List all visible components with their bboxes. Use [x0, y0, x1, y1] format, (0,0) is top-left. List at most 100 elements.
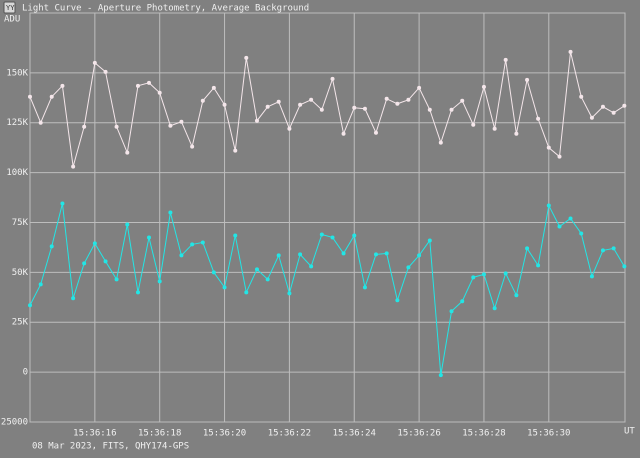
data-point — [179, 119, 184, 124]
data-point — [71, 296, 76, 301]
data-point — [492, 306, 497, 311]
data-point — [82, 261, 87, 266]
data-point — [427, 107, 432, 112]
data-point — [157, 90, 162, 95]
data-point — [125, 222, 130, 227]
data-point — [589, 115, 594, 120]
data-point — [244, 55, 249, 60]
data-point — [330, 235, 335, 240]
data-point — [114, 277, 119, 282]
data-point — [525, 246, 530, 251]
x-tick-label: 15:36:22 — [268, 429, 311, 439]
data-point — [157, 279, 162, 284]
data-point — [362, 285, 367, 290]
series-line — [29, 51, 625, 167]
data-point — [373, 252, 378, 257]
data-point — [579, 94, 584, 99]
data-point — [481, 272, 486, 277]
data-point — [600, 248, 605, 253]
x-tick-label: 15:36:20 — [203, 429, 246, 439]
data-point — [406, 97, 411, 102]
data-point — [589, 274, 594, 279]
data-point — [298, 102, 303, 107]
data-point — [233, 148, 238, 153]
data-point — [384, 251, 389, 256]
x-tick-label: 15:36:24 — [333, 429, 376, 439]
data-point — [427, 238, 432, 243]
data-point — [60, 201, 65, 206]
data-point — [135, 290, 140, 295]
y-tick-label: 50K — [12, 268, 29, 278]
y-tick-label: 0 — [23, 368, 28, 378]
data-point — [503, 57, 508, 62]
data-point — [352, 105, 357, 110]
x-tick-label: 15:36:30 — [527, 429, 570, 439]
icon-glyph: YY — [6, 4, 15, 12]
data-point — [103, 69, 108, 74]
data-point — [373, 130, 378, 135]
y-tick-label: -25000 — [0, 418, 28, 428]
data-point — [319, 232, 324, 237]
data-point — [28, 303, 32, 308]
data-point — [395, 298, 400, 303]
data-point — [536, 116, 541, 121]
data-point — [298, 252, 303, 257]
data-point — [147, 235, 151, 240]
data-point — [200, 240, 205, 245]
data-point — [460, 299, 465, 304]
data-point — [319, 107, 324, 112]
data-point — [341, 251, 346, 256]
data-point — [546, 145, 551, 150]
data-point — [341, 131, 346, 136]
data-point — [211, 270, 216, 275]
data-point — [406, 265, 411, 270]
data-point — [536, 263, 541, 268]
data-point — [92, 241, 97, 246]
chart-title: Light Curve - Aperture Photometry, Avera… — [22, 4, 309, 14]
x-tick-label: 15:36:18 — [138, 429, 181, 439]
x-tick-label: 15:36:28 — [462, 429, 505, 439]
data-point — [492, 126, 497, 131]
x-tick-label: 15:36:16 — [73, 429, 116, 439]
data-point — [309, 264, 314, 269]
data-point — [600, 104, 605, 109]
data-point — [211, 85, 216, 90]
data-point — [168, 123, 173, 128]
data-point — [135, 83, 140, 88]
data-point — [395, 101, 400, 106]
data-point — [222, 285, 227, 290]
data-point — [287, 291, 292, 296]
x-tick-label: 15:36:26 — [397, 429, 440, 439]
y-tick-label: 125K — [6, 118, 28, 128]
data-point — [254, 118, 259, 123]
data-point — [352, 233, 357, 238]
data-point — [38, 282, 43, 287]
data-point — [200, 98, 205, 103]
data-point — [147, 80, 151, 85]
data-point — [471, 275, 476, 280]
window-icon[interactable] — [3, 1, 16, 14]
data-point — [114, 124, 119, 129]
data-point — [460, 98, 465, 103]
data-point — [362, 106, 367, 111]
data-point — [568, 216, 573, 221]
y-tick-label: 75K — [12, 218, 29, 228]
y-tick-label: 25K — [12, 318, 29, 328]
y-tick-label: 150K — [6, 68, 28, 78]
data-point — [449, 107, 454, 112]
data-point — [525, 77, 530, 82]
data-point — [417, 253, 422, 258]
data-point — [557, 154, 562, 159]
data-point — [514, 131, 519, 136]
data-point — [168, 210, 173, 215]
data-point — [233, 233, 238, 238]
series-line — [29, 203, 625, 376]
data-point — [179, 253, 184, 258]
y-axis-label: ADU — [4, 15, 20, 25]
data-point — [568, 49, 573, 54]
data-point — [60, 83, 65, 88]
data-point — [222, 102, 227, 107]
data-point — [611, 246, 616, 251]
data-point — [49, 94, 54, 99]
